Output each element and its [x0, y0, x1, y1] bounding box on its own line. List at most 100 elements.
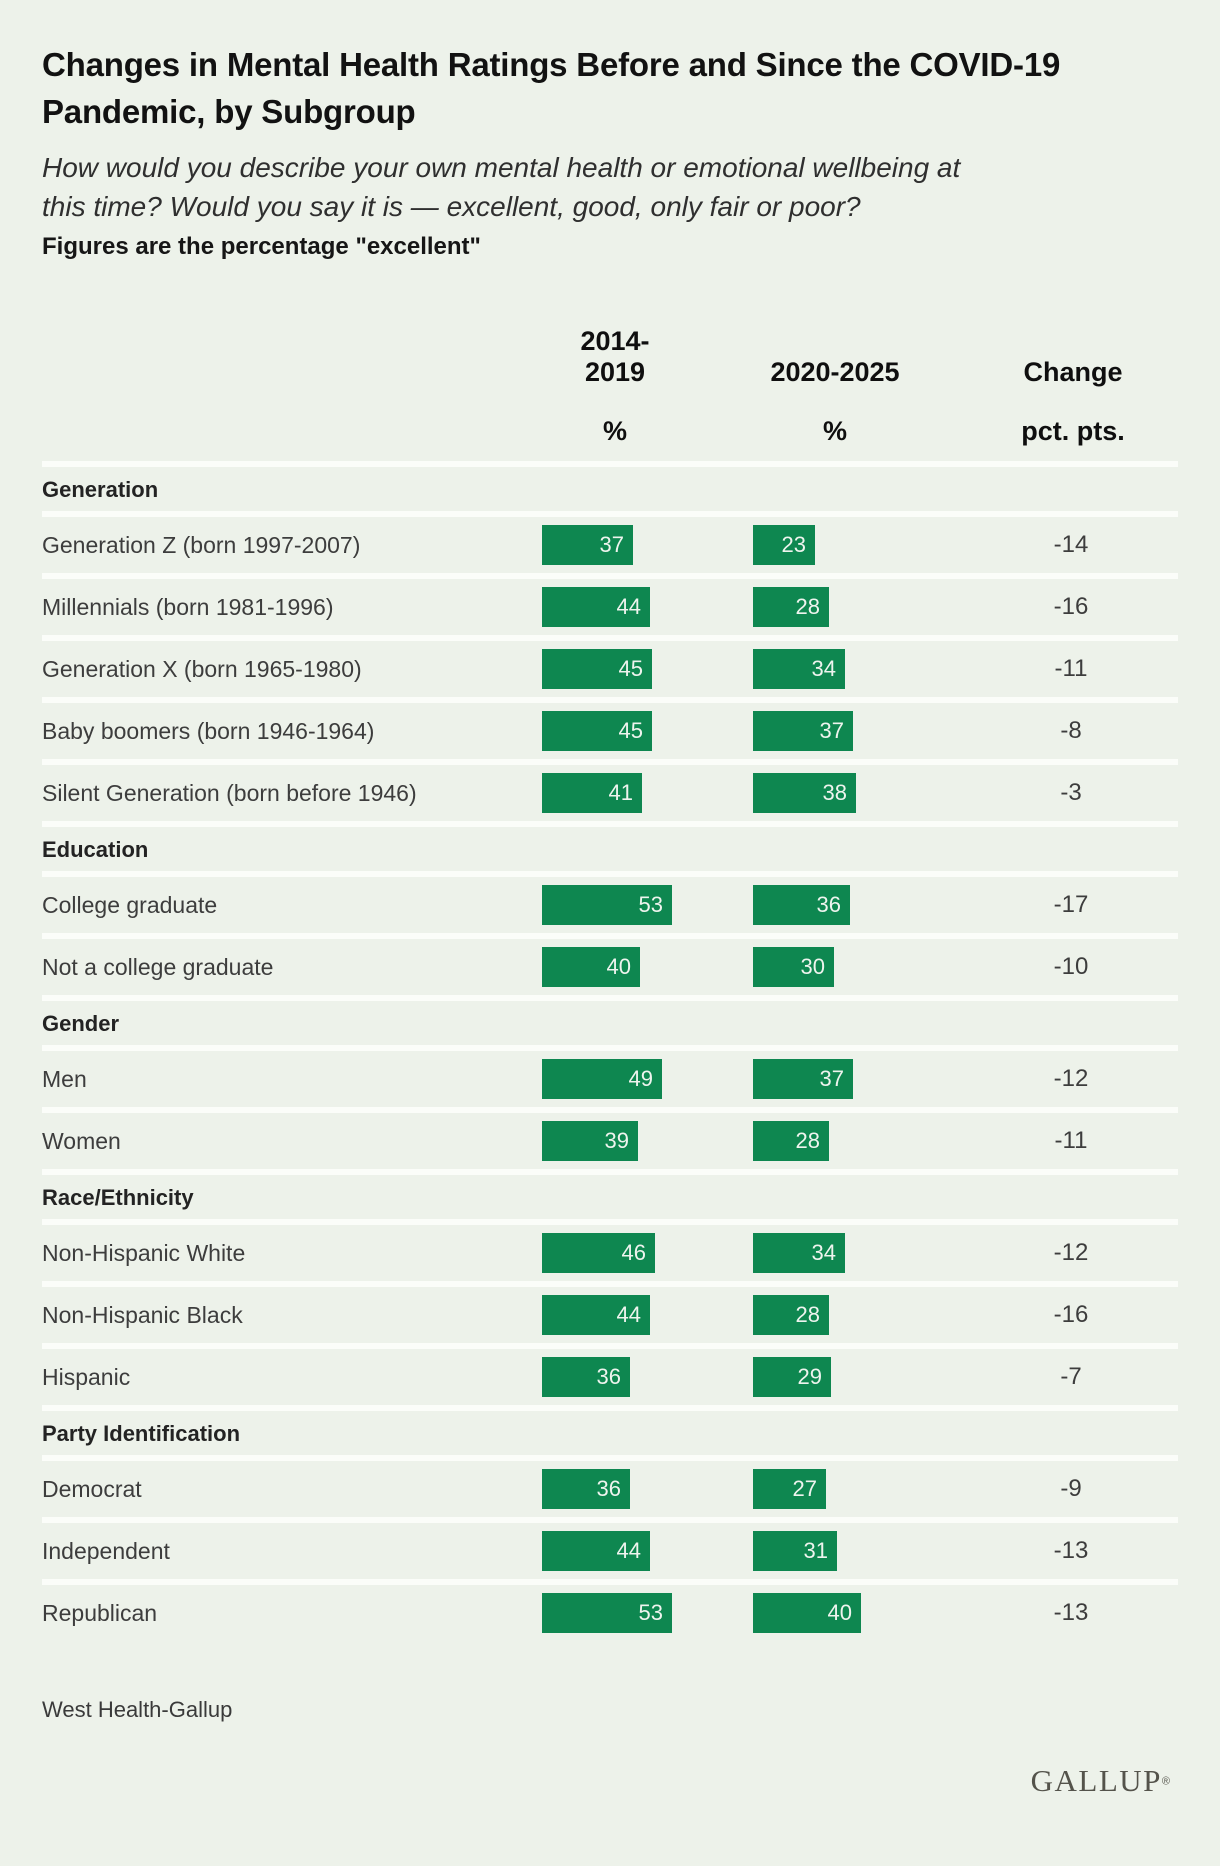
- bar-2020-2025-cell: 37: [753, 711, 964, 752]
- change-value: -3: [1060, 779, 1082, 807]
- bar-2020-2025: 27: [753, 1469, 826, 1510]
- unit-label-change: pct. pts.: [1021, 416, 1125, 447]
- bar-value-label: 41: [608, 780, 633, 806]
- change-value: -9: [1060, 1475, 1082, 1503]
- bar-value-label: 34: [811, 656, 836, 682]
- bar-2014-2019-cell: 37: [542, 525, 753, 566]
- bar-value-label: 36: [596, 1364, 621, 1390]
- section-header: Party Identification: [42, 1405, 1178, 1455]
- bar-value-label: 53: [638, 892, 663, 918]
- column-header-change: Change: [1023, 357, 1123, 388]
- row-label: Men: [42, 1065, 87, 1092]
- table-row: Non-Hispanic Black 44 28 -16: [42, 1281, 1178, 1343]
- section-header: Generation: [42, 461, 1178, 511]
- row-label: Silent Generation (born before 1946): [42, 779, 417, 806]
- change-value: -17: [1053, 891, 1089, 919]
- bar-2014-2019-cell: 53: [542, 885, 753, 926]
- bar-value-label: 40: [827, 1600, 852, 1626]
- row-label: Baby boomers (born 1946-1964): [42, 717, 375, 744]
- bar-2014-2019-cell: 46: [542, 1233, 753, 1274]
- bar-2014-2019: 44: [542, 1295, 650, 1336]
- section-header: Race/Ethnicity: [42, 1169, 1178, 1219]
- page-title: Changes in Mental Health Ratings Before …: [42, 46, 1061, 130]
- bar-2020-2025-cell: 28: [753, 587, 964, 628]
- logo-row: GALLUP®: [42, 1763, 1178, 1799]
- bar-2020-2025-cell: 34: [753, 649, 964, 690]
- change-value: -7: [1060, 1363, 1082, 1391]
- bar-2014-2019-cell: 41: [542, 773, 753, 814]
- page: Changes in Mental Health Ratings Before …: [42, 46, 1178, 1799]
- bar-value-label: 49: [628, 1066, 653, 1092]
- row-label: Democrat: [42, 1475, 142, 1502]
- change-value: -12: [1053, 1065, 1089, 1093]
- survey-question: How would you describe your own mental h…: [42, 151, 961, 223]
- bar-2020-2025-cell: 29: [753, 1357, 964, 1398]
- table-row: Women 39 28 -11: [42, 1107, 1178, 1169]
- bar-2014-2019: 36: [542, 1469, 630, 1510]
- source-text: West Health-Gallup: [42, 1697, 233, 1723]
- bar-2020-2025-cell: 36: [753, 885, 964, 926]
- bar-2014-2019-cell: 36: [542, 1357, 753, 1398]
- section-header: Gender: [42, 995, 1178, 1045]
- bar-value-label: 36: [816, 892, 841, 918]
- change-value: -16: [1053, 593, 1089, 621]
- bar-value-label: 53: [638, 1600, 663, 1626]
- bar-2020-2025-cell: 28: [753, 1121, 964, 1162]
- bar-value-label: 37: [819, 718, 844, 744]
- table-row: Baby boomers (born 1946-1964) 45 37 -8: [42, 697, 1178, 759]
- bar-2020-2025: 37: [753, 1059, 853, 1100]
- bar-2020-2025: 36: [753, 885, 850, 926]
- change-value: -11: [1054, 1127, 1088, 1155]
- bar-2014-2019: 39: [542, 1121, 638, 1162]
- bar-value-label: 38: [822, 780, 847, 806]
- bar-2014-2019-cell: 39: [542, 1121, 753, 1162]
- bar-2014-2019: 40: [542, 947, 640, 988]
- change-value: -12: [1053, 1239, 1089, 1267]
- bar-2014-2019-cell: 44: [542, 587, 753, 628]
- bar-2020-2025-cell: 27: [753, 1469, 964, 1510]
- table-row: Hispanic 36 29 -7: [42, 1343, 1178, 1405]
- bar-2014-2019-cell: 36: [542, 1469, 753, 1510]
- bar-value-label: 44: [616, 594, 641, 620]
- bar-2020-2025-cell: 31: [753, 1531, 964, 1572]
- change-value: -14: [1053, 531, 1089, 559]
- unit-label-col1: %: [602, 416, 628, 447]
- change-value: -13: [1053, 1537, 1089, 1565]
- row-label: Not a college graduate: [42, 953, 274, 980]
- table-row: Independent 44 31 -13: [42, 1517, 1178, 1579]
- bar-2020-2025: 23: [753, 525, 815, 566]
- bar-value-label: 28: [795, 1302, 820, 1328]
- bar-value-label: 29: [797, 1364, 822, 1390]
- bar-2014-2019: 44: [542, 1531, 650, 1572]
- bar-2020-2025-cell: 23: [753, 525, 964, 566]
- bar-2014-2019: 45: [542, 711, 652, 752]
- bar-2014-2019-cell: 49: [542, 1059, 753, 1100]
- bar-value-label: 44: [616, 1302, 641, 1328]
- bar-2014-2019: 46: [542, 1233, 655, 1274]
- registered-mark-icon: ®: [1161, 1775, 1170, 1788]
- table-row: Republican 53 40 -13: [42, 1579, 1178, 1641]
- row-label: Republican: [42, 1599, 158, 1626]
- section-header: Education: [42, 821, 1178, 871]
- bar-2020-2025: 31: [753, 1531, 837, 1572]
- change-value: -10: [1053, 953, 1089, 981]
- change-value: -13: [1053, 1599, 1089, 1627]
- bar-value-label: 23: [781, 532, 806, 558]
- gallup-logo: GALLUP: [1030, 1763, 1162, 1799]
- table-row: Democrat 36 27 -9: [42, 1455, 1178, 1517]
- column-header-2014-2019: 2014-2019: [580, 325, 650, 388]
- bar-2020-2025-cell: 28: [753, 1295, 964, 1336]
- table-row: Millennials (born 1981-1996) 44 28 -16: [42, 573, 1178, 635]
- bar-2020-2025: 34: [753, 649, 845, 690]
- bar-value-label: 45: [618, 656, 643, 682]
- bar-value-label: 44: [616, 1538, 641, 1564]
- bar-2014-2019-cell: 44: [542, 1295, 753, 1336]
- bar-2014-2019: 49: [542, 1059, 662, 1100]
- bar-2014-2019: 53: [542, 885, 672, 926]
- bar-value-label: 34: [811, 1240, 836, 1266]
- bar-value-label: 45: [618, 718, 643, 744]
- table-row: Not a college graduate 40 30 -10: [42, 933, 1178, 995]
- table-row: College graduate 53 36 -17: [42, 871, 1178, 933]
- bar-2014-2019: 45: [542, 649, 652, 690]
- bar-value-label: 28: [795, 594, 820, 620]
